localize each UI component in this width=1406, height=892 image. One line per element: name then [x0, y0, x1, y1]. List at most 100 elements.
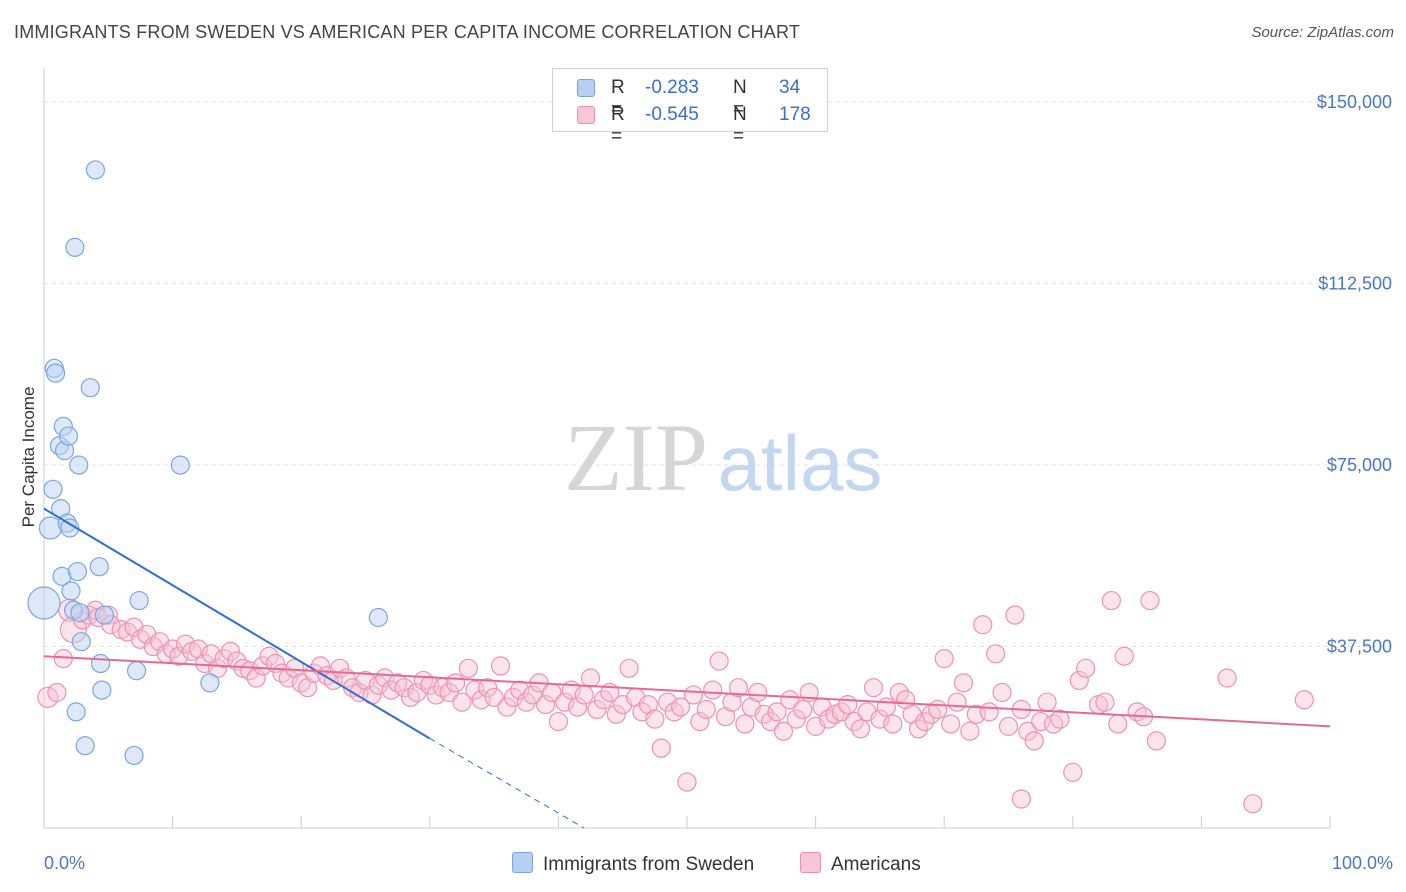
legend-r-label: R =: [611, 77, 625, 120]
americans-point: [195, 653, 215, 674]
americans-point: [163, 639, 183, 659]
americans-point: [1108, 714, 1128, 734]
americans-point: [516, 692, 536, 712]
americans-point: [658, 692, 678, 712]
americans-point: [1217, 668, 1237, 688]
sweden-point: [66, 702, 86, 722]
grid-lines: [44, 101, 1390, 648]
americans-point: [793, 699, 813, 720]
sweden-point: [170, 455, 190, 475]
bottom-legend-label-americans: Americans: [831, 854, 921, 875]
sweden-point: [70, 603, 90, 623]
americans-point: [1140, 590, 1160, 611]
americans-point: [735, 714, 755, 734]
sweden-point: [200, 673, 220, 693]
y-tick-label: $37,500: [1327, 637, 1392, 657]
sweden-point: [368, 607, 388, 628]
americans-point: [851, 719, 871, 739]
americans-point: [767, 702, 787, 722]
y-tick-label: $75,000: [1327, 455, 1392, 475]
americans-point: [934, 649, 954, 669]
americans-point: [1050, 709, 1070, 729]
americans-point: [928, 699, 948, 720]
americans-point: [452, 692, 472, 712]
americans-point: [587, 699, 607, 720]
americans-point: [786, 709, 806, 729]
americans-point: [368, 675, 388, 695]
americans-point: [992, 682, 1012, 703]
americans-point: [670, 697, 691, 717]
americans-point: [838, 695, 858, 715]
legend-swatch-americans: [577, 106, 595, 124]
bottom-legend-americans: Americans: [800, 852, 921, 876]
americans-point: [445, 673, 466, 693]
americans-point: [53, 649, 73, 669]
sweden-point: [92, 680, 112, 700]
sweden-point: [65, 237, 85, 257]
sweden-point: [43, 479, 63, 499]
americans-point: [548, 711, 569, 732]
americans-point: [760, 711, 781, 732]
sweden-point: [129, 590, 149, 611]
americans-point: [503, 687, 523, 707]
americans-point: [1005, 605, 1025, 625]
americans-point: [220, 641, 241, 661]
americans-point: [1114, 646, 1134, 666]
americans-point: [439, 682, 459, 703]
americans-point: [998, 716, 1019, 736]
sweden-trend-line: [43, 507, 431, 740]
watermark: ZIP atlas: [564, 404, 882, 511]
bottom-legend-sweden: Immigrants from Sweden: [512, 852, 754, 876]
americans-point: [619, 658, 639, 678]
y-tick-label: $112,500: [1318, 274, 1392, 294]
americans-point: [606, 704, 626, 724]
americans-point: [645, 709, 665, 729]
legend-swatch-sweden: [577, 79, 595, 97]
americans-point: [908, 719, 929, 739]
americans-point: [986, 644, 1006, 664]
americans-point: [523, 685, 543, 705]
legend-r-label: R =: [611, 104, 625, 147]
americans-point: [1294, 690, 1314, 710]
legend-r-value: -0.545: [645, 104, 699, 125]
sweden-point: [90, 653, 111, 674]
legend-r-value: -0.283: [645, 77, 699, 98]
americans-point: [1018, 721, 1038, 741]
sweden-point: [61, 581, 81, 601]
americans-point: [394, 678, 414, 698]
americans-point: [863, 678, 884, 698]
tick-labels: $37,500 $75,000 $112,500 $150,000 0.0% 100.0%: [44, 92, 1393, 873]
americans-point: [1069, 670, 1089, 691]
americans-point: [1063, 762, 1083, 782]
americans-point: [497, 697, 517, 717]
sweden-point: [126, 661, 147, 681]
legend-n-value: 34: [779, 77, 801, 98]
americans-point: [953, 673, 974, 693]
americans-point: [169, 646, 189, 666]
americans-point: [490, 656, 511, 676]
americans-point: [780, 690, 800, 710]
americans-point: [844, 711, 864, 732]
sweden-point: [85, 160, 106, 180]
americans-point: [478, 678, 498, 698]
legend-n-value: 178: [779, 104, 811, 125]
trend-lines: [43, 507, 1331, 829]
americans-point: [889, 682, 909, 703]
americans-point: [870, 709, 890, 729]
sweden-point: [80, 378, 100, 398]
sweden-point: [58, 426, 79, 446]
americans-point: [748, 682, 768, 703]
sweden-point: [60, 518, 80, 538]
americans-trend-line: [43, 655, 1331, 728]
sweden-trend-extension: [429, 738, 585, 829]
americans-point: [593, 690, 614, 710]
americans-point: [1095, 692, 1115, 712]
americans-point: [1024, 731, 1044, 751]
americans-point: [677, 772, 697, 792]
watermark-zip: ZIP: [564, 404, 708, 511]
americans-point: [574, 685, 594, 705]
americans-point: [535, 695, 556, 715]
americans-point: [773, 721, 794, 741]
watermark-atlas: atlas: [718, 419, 883, 507]
